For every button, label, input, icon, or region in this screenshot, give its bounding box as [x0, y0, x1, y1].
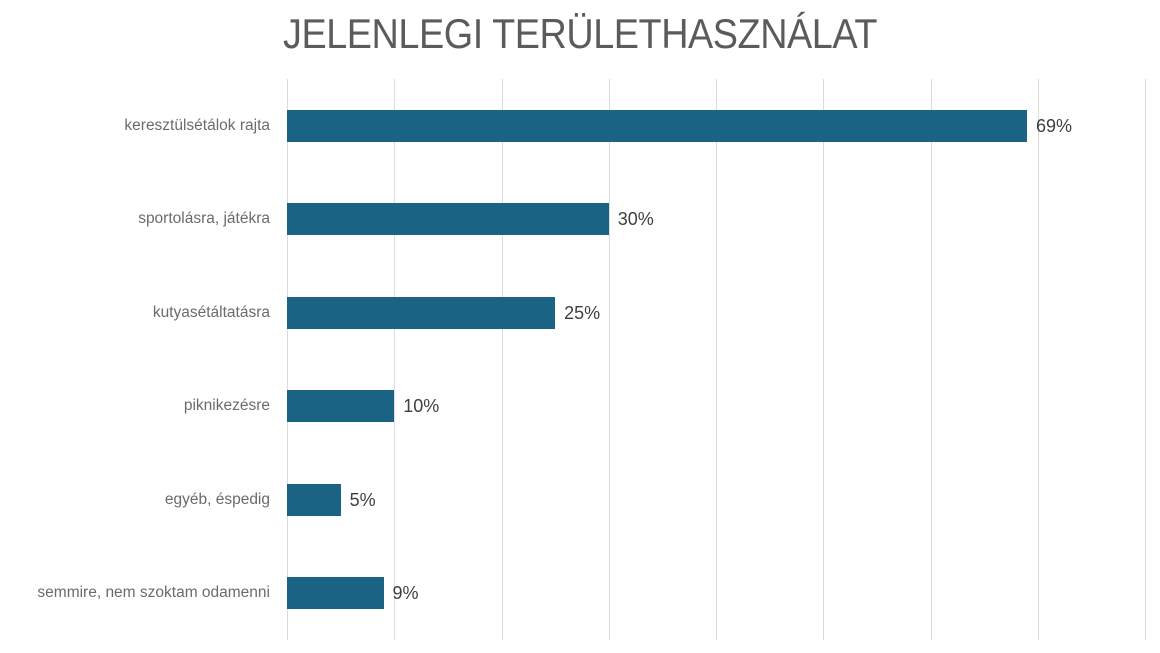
- bar: [287, 203, 609, 236]
- value-label: 9%: [392, 583, 419, 604]
- gridline: [1037, 79, 1039, 640]
- category-label: keresztülsétálok rajta: [124, 116, 270, 134]
- value-label: 5%: [349, 489, 376, 510]
- chart-title: JELENLEGI TERÜLETHASZNÁLAT: [283, 10, 877, 57]
- value-label: 30%: [617, 209, 654, 230]
- bar: [287, 577, 384, 610]
- gridline: [287, 79, 288, 640]
- gridline: [501, 79, 503, 640]
- gridline: [930, 79, 932, 640]
- gridline: [823, 79, 825, 640]
- value-label: 10%: [403, 396, 440, 417]
- bar: [287, 390, 395, 423]
- gridline: [1145, 79, 1146, 640]
- bar: [287, 296, 556, 329]
- value-label: 69%: [1036, 115, 1073, 136]
- gridline: [716, 79, 717, 640]
- gridline: [394, 79, 396, 640]
- category-label: piknikezésre: [183, 397, 270, 415]
- category-label: semmire, nem szoktam odamenni: [37, 584, 270, 602]
- category-label: egyéb, éspedig: [164, 490, 270, 508]
- category-label: sportolásra, játékra: [138, 210, 270, 228]
- category-label: kutyasétáltatásra: [152, 303, 270, 321]
- bar: [287, 483, 341, 516]
- gridline: [608, 79, 610, 640]
- value-label: 25%: [564, 302, 601, 323]
- bar: [287, 109, 1028, 142]
